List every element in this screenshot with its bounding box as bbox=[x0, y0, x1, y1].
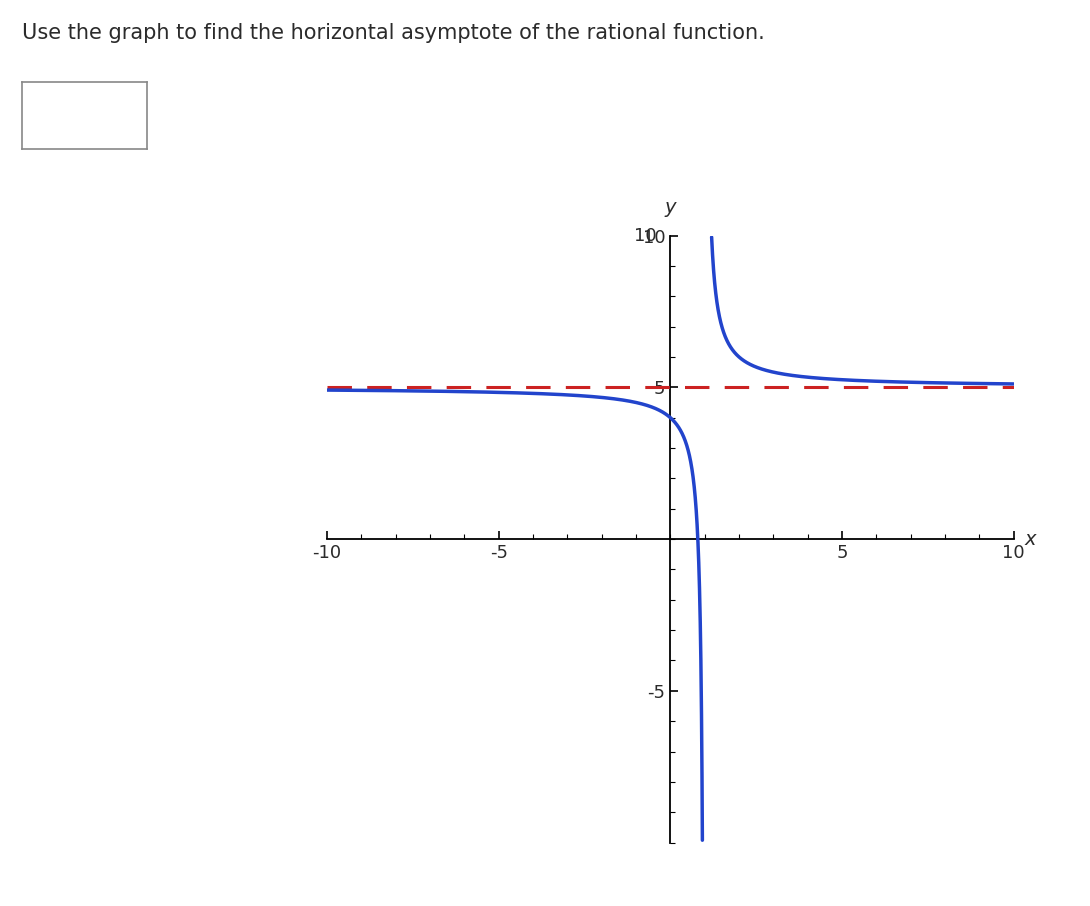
Text: y: y bbox=[665, 198, 676, 217]
Text: Use the graph to find the horizontal asymptote of the rational function.: Use the graph to find the horizontal asy… bbox=[22, 23, 764, 43]
Text: x: x bbox=[1024, 530, 1036, 548]
Text: 10: 10 bbox=[634, 226, 656, 245]
